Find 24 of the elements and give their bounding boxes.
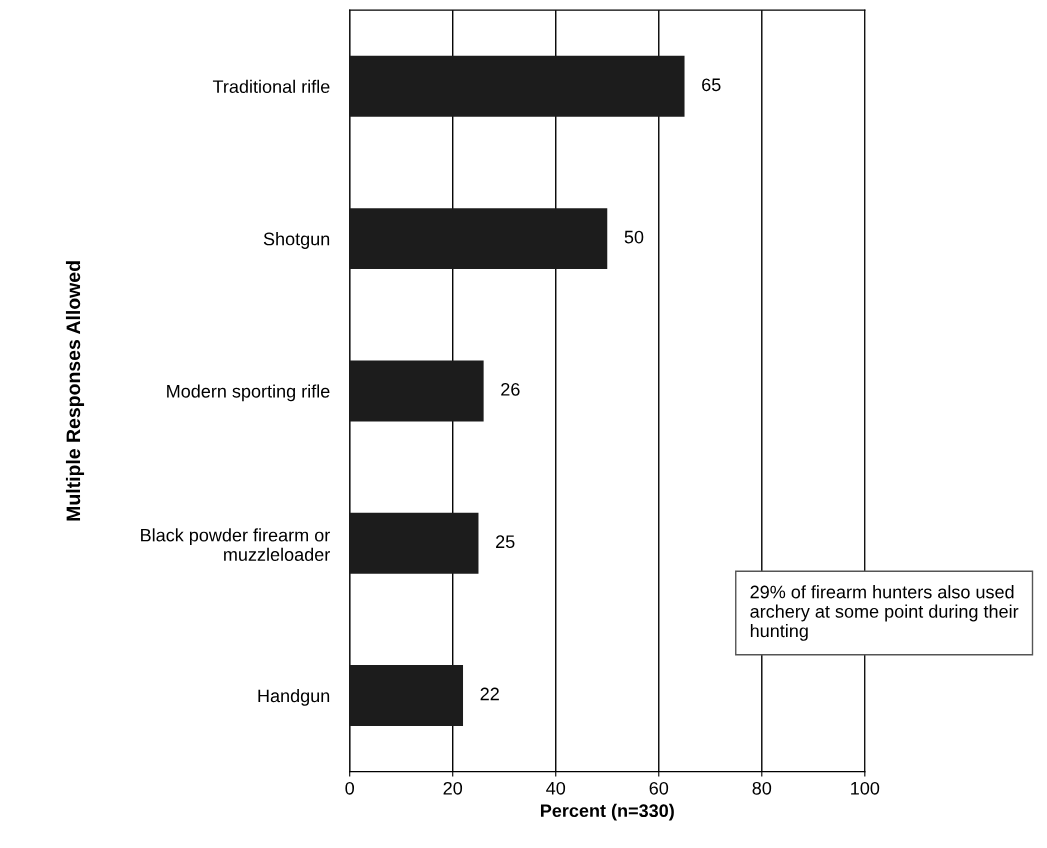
bar — [349, 208, 608, 270]
x-tick-label: 100 — [851, 781, 880, 795]
y-tick-label: Black powder firearm or muzzleloader — [141, 528, 330, 561]
data-label: 65 — [702, 78, 721, 92]
bar — [349, 360, 484, 422]
bar — [349, 512, 479, 574]
y-tick-label: Traditional rifle — [212, 79, 330, 94]
data-label: 50 — [624, 230, 644, 244]
x-axis-title: Percent (n=330) — [540, 803, 674, 821]
y-tick-label: Modern sporting rifle — [167, 384, 330, 402]
x-tick-label: 20 — [443, 781, 463, 795]
data-label: 26 — [501, 382, 520, 396]
data-label: 22 — [480, 687, 499, 701]
x-tick-label: 80 — [752, 781, 772, 795]
x-tick-label: 60 — [649, 781, 669, 795]
bar — [349, 665, 464, 726]
annotation: 29% of firearm hunters also used archery at some point during their hunting — [750, 585, 1019, 641]
data-label: 25 — [496, 535, 515, 549]
bar — [349, 55, 685, 117]
y-tick-label: Handgun — [258, 688, 330, 706]
y-tick-label: Shotgun — [263, 232, 330, 249]
y-axis-title: Multiple Responses Allowed — [65, 261, 85, 521]
x-tick-label: 40 — [546, 781, 566, 795]
x-tick-label: 0 — [345, 781, 355, 795]
